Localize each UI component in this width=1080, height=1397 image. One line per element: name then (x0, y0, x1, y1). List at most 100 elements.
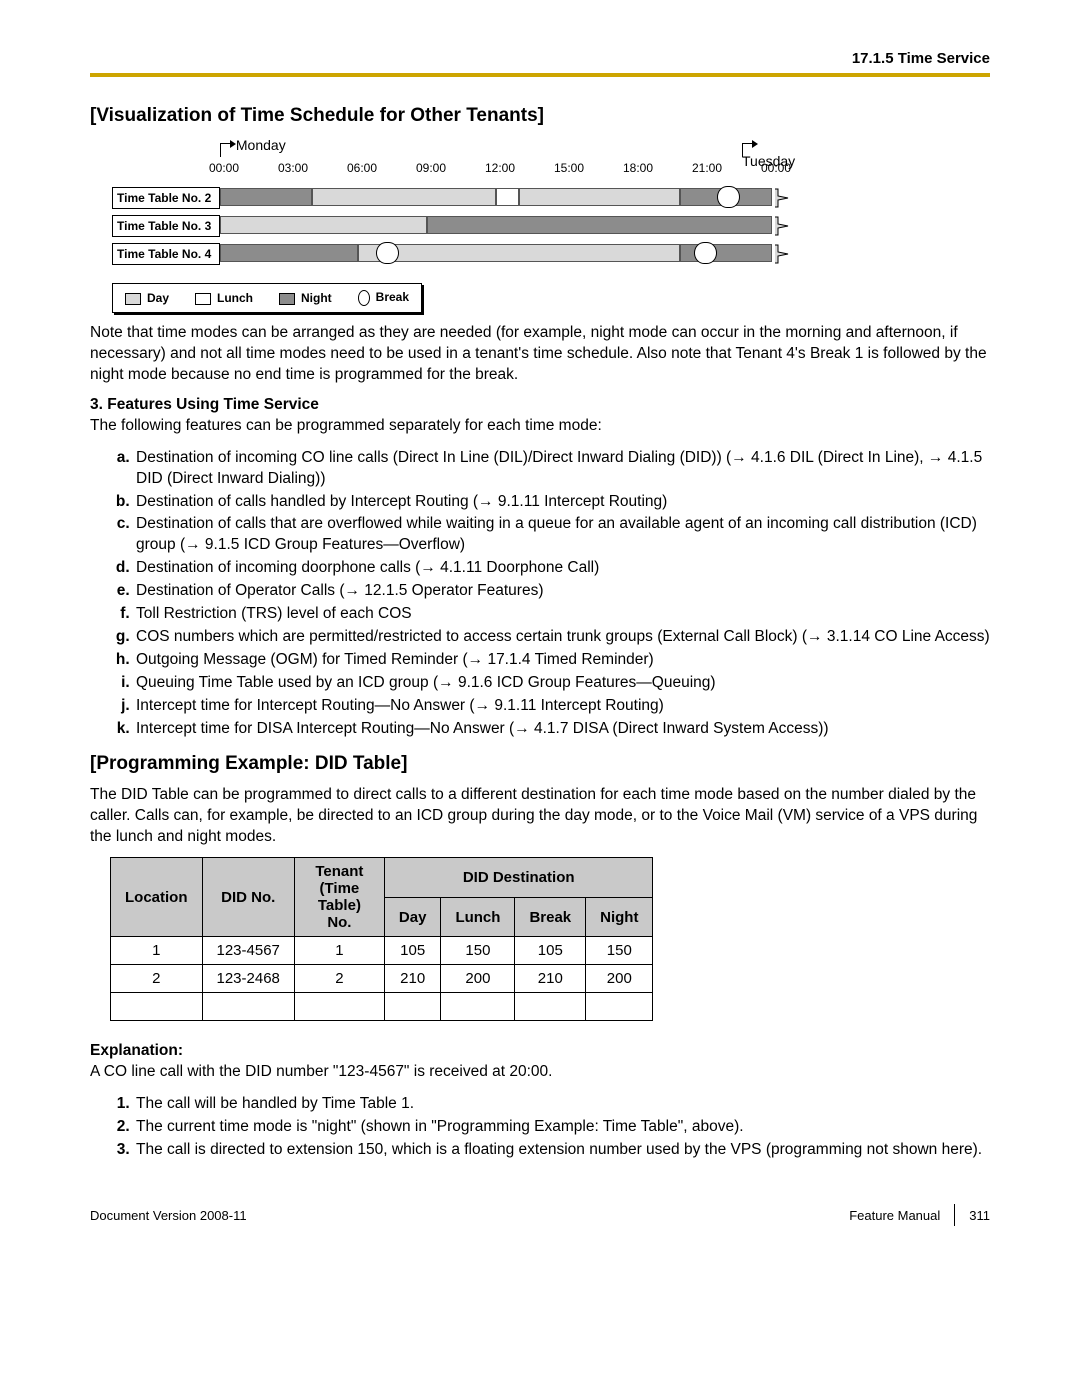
cell-didno: 123-2468 (202, 965, 294, 993)
did-table: Location DID No. Tenant (Time Table) No.… (110, 857, 653, 1021)
bar-track (220, 216, 802, 236)
day-label-left-text: Monday (236, 137, 286, 153)
col-break: Break (515, 897, 586, 937)
table-row-empty (111, 993, 653, 1021)
row-label: Time Table No. 4 (112, 243, 220, 265)
axis-tick: 00:00 (209, 161, 239, 175)
header-section-ref: 17.1.5 Time Service (90, 50, 990, 67)
row-label: Time Table No. 3 (112, 215, 220, 237)
viz-title: [Visualization of Time Schedule for Othe… (90, 105, 990, 127)
continuation-arrow-icon (774, 244, 816, 264)
footer-divider (954, 1204, 955, 1226)
break-marker (376, 242, 399, 264)
feature-item: Intercept time for Intercept Routing—No … (134, 695, 990, 718)
chart-row: Time Table No. 2 (112, 187, 802, 209)
cell-location: 2 (111, 965, 203, 993)
col-didno: DID No. (202, 858, 294, 937)
segment-day (220, 216, 427, 234)
bar-track (220, 244, 802, 264)
col-tenant: Tenant (Time Table) No. (294, 858, 384, 937)
legend-item: Night (279, 291, 332, 305)
axis-tick: 12:00 (485, 161, 515, 175)
segment-day (358, 244, 680, 262)
note-paragraph: Note that time modes can be arranged as … (90, 323, 990, 386)
explanation-list: The call will be handled by Time Table 1… (90, 1093, 990, 1162)
axis-tick: 18:00 (623, 161, 653, 175)
table-row: 1123-45671105150105150 (111, 937, 653, 965)
segment-night (427, 216, 772, 234)
bar-track (220, 188, 802, 208)
row-label: Time Table No. 2 (112, 187, 220, 209)
legend-item: Break (358, 290, 409, 306)
time-axis: 00:00 03:00 06:00 09:00 12:00 15:00 18:00 21:00… (112, 161, 802, 181)
chart-row: Time Table No. 4 (112, 243, 802, 265)
cell-day: 210 (384, 965, 441, 993)
axis-tick: 06:00 (347, 161, 377, 175)
table-row: 2123-24682210200210200 (111, 965, 653, 993)
legend-item: Day (125, 291, 169, 305)
cell-lunch: 200 (441, 965, 515, 993)
chart-rows: Time Table No. 2 Time Table No. 3 Time Tab… (112, 187, 802, 265)
hook-icon (220, 143, 230, 157)
cell-break: 105 (515, 937, 586, 965)
did-table-body: 1123-456711051501051502123-2468221020021… (111, 937, 653, 1021)
col-day: Day (384, 897, 441, 937)
feature-item: Intercept time for DISA Intercept Routin… (134, 718, 990, 741)
did-intro: The DID Table can be programmed to direc… (90, 785, 990, 848)
features-intro: The following features can be programmed… (90, 416, 990, 437)
col-location: Location (111, 858, 203, 937)
feature-item: Outgoing Message (OGM) for Timed Reminde… (134, 649, 990, 672)
legend-swatch (279, 293, 295, 305)
explanation-lead: A CO line call with the DID number "123-… (90, 1062, 990, 1083)
feature-item: Destination of calls that are overflowed… (134, 513, 990, 557)
legend-label: Break (376, 290, 409, 304)
footer-page: 311 (969, 1208, 990, 1223)
explanation-item: The current time mode is "night" (shown … (134, 1116, 990, 1139)
continuation-arrow-icon (774, 216, 816, 236)
axis-tick: 09:00 (416, 161, 446, 175)
explanation-item: The call is directed to extension 150, w… (134, 1139, 990, 1162)
cell-didno: 123-4567 (202, 937, 294, 965)
col-dest-group: DID Destination (384, 858, 653, 898)
footer-left: Document Version 2008-11 (90, 1208, 247, 1223)
segment-day (312, 188, 496, 206)
axis-tick: 00:00 (761, 161, 791, 175)
features-list: Destination of incoming CO line calls (D… (90, 447, 990, 741)
col-lunch: Lunch (441, 897, 515, 937)
axis-tick: 03:00 (278, 161, 308, 175)
feature-item: Destination of incoming doorphone calls … (134, 557, 990, 580)
legend-label: Night (301, 291, 332, 305)
axis-tick: 21:00 (692, 161, 722, 175)
hook-icon (742, 143, 752, 157)
feature-item: Destination of incoming CO line calls (D… (134, 447, 990, 491)
legend-item: Lunch (195, 291, 253, 305)
features-heading-text: Features Using Time Service (107, 396, 319, 413)
continuation-arrow-icon (774, 188, 816, 208)
cell-tenant: 2 (294, 965, 384, 993)
chart-row: Time Table No. 3 (112, 215, 802, 237)
axis-tick: 15:00 (554, 161, 584, 175)
time-schedule-chart: Monday Tuesday 00:0003:0006:0009:0012:00… (90, 137, 990, 313)
break-marker (717, 186, 740, 208)
cell-night: 150 (586, 937, 653, 965)
break-marker (694, 242, 717, 264)
features-number: 3. (90, 396, 103, 413)
legend-swatch (125, 293, 141, 305)
feature-item: Queuing Time Table used by an ICD group … (134, 672, 990, 695)
legend-break-icon (358, 290, 370, 306)
legend-label: Day (147, 291, 169, 305)
cell-tenant: 1 (294, 937, 384, 965)
did-title: [Programming Example: DID Table] (90, 753, 990, 775)
feature-item: Toll Restriction (TRS) level of each COS (134, 603, 990, 626)
segment-lunch (496, 188, 519, 206)
segment-day (519, 188, 680, 206)
feature-item: Destination of calls handled by Intercep… (134, 491, 990, 514)
cell-lunch: 150 (441, 937, 515, 965)
header-rule (90, 73, 990, 77)
cell-day: 105 (384, 937, 441, 965)
feature-item: COS numbers which are permitted/restrict… (134, 626, 990, 649)
segment-night (220, 188, 312, 206)
footer-right-label: Feature Manual (849, 1208, 940, 1223)
day-label-left: Monday (220, 137, 286, 153)
page-footer: Document Version 2008-11 Feature Manual … (90, 1204, 990, 1226)
